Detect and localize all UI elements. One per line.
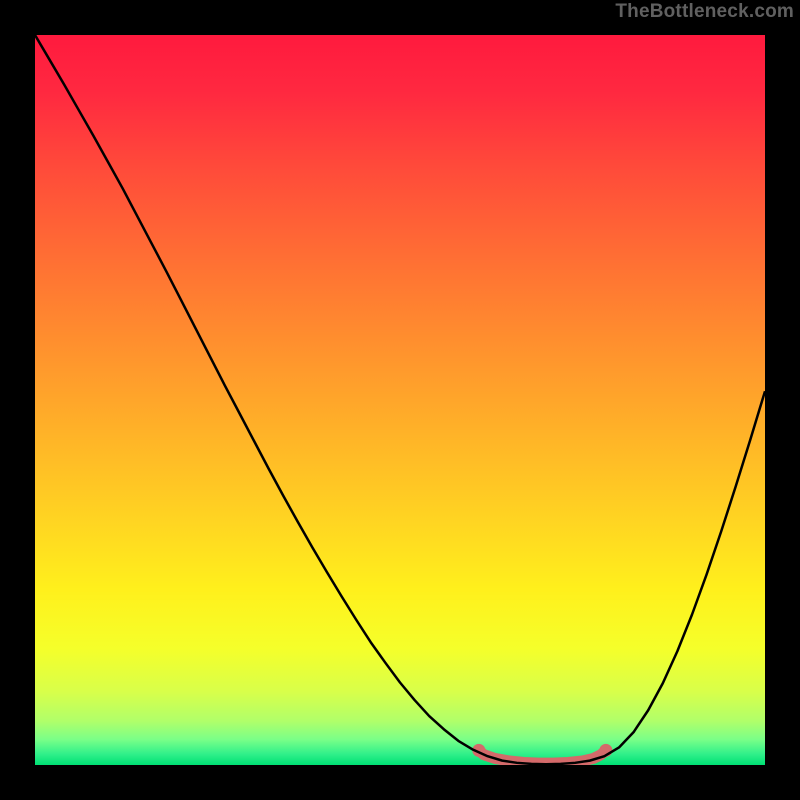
watermark-text: TheBottleneck.com — [615, 1, 794, 23]
bottleneck-chart — [35, 35, 765, 765]
chart-root: TheBottleneck.com — [0, 0, 800, 800]
plot-area — [35, 35, 765, 765]
gradient-background — [35, 35, 765, 765]
